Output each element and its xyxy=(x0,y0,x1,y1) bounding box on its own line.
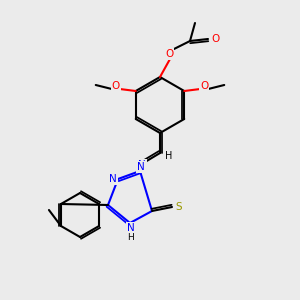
Text: N: N xyxy=(138,160,146,170)
Text: S: S xyxy=(176,202,182,212)
Text: O: O xyxy=(112,81,120,91)
Text: N: N xyxy=(127,223,135,233)
Text: N: N xyxy=(137,162,145,172)
Text: O: O xyxy=(200,81,208,91)
Text: O: O xyxy=(211,34,219,44)
Text: H: H xyxy=(128,232,134,242)
Text: H: H xyxy=(165,151,173,161)
Text: N: N xyxy=(109,174,117,184)
Text: O: O xyxy=(165,49,173,59)
